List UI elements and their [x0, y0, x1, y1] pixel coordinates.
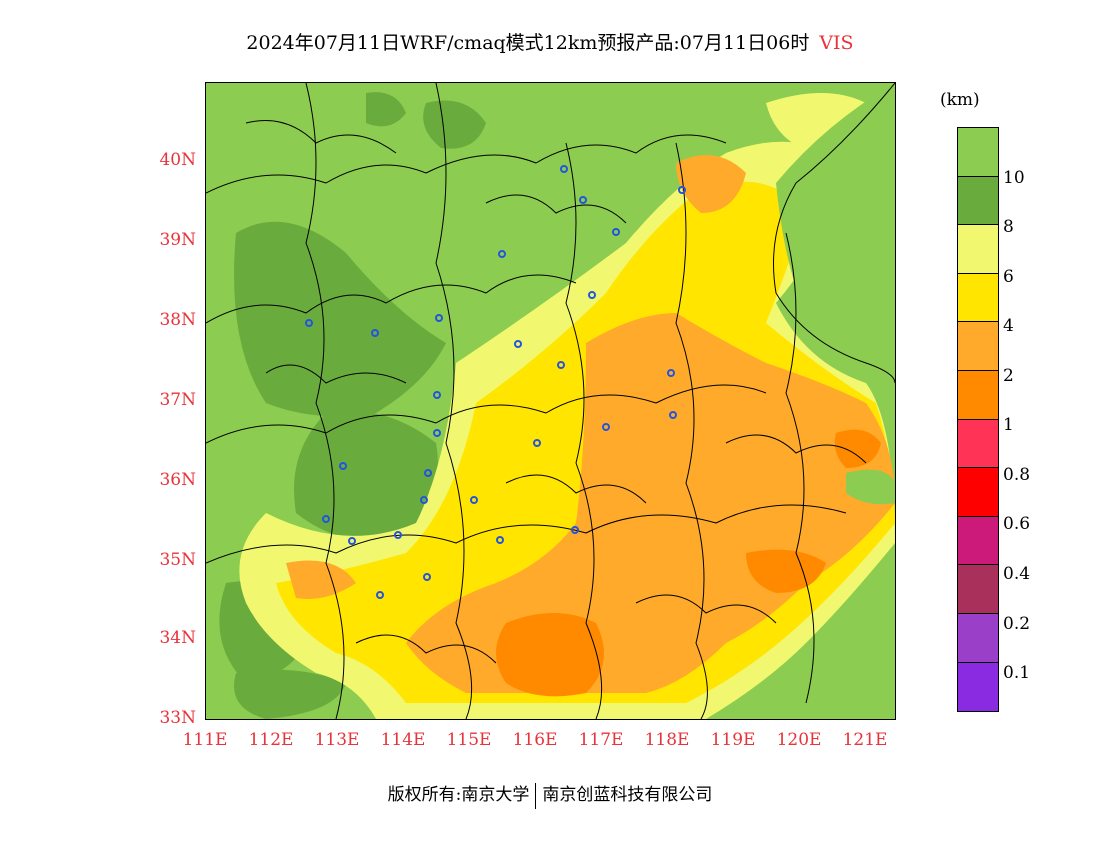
station-marker[interactable]: [667, 369, 675, 377]
title-text: 2024年07月11日WRF/cmaq模式12km预报产品:07月11日06时: [246, 32, 810, 54]
copyright-text: 版权所有:南京大学: [387, 785, 530, 805]
city-station-markers: [305, 165, 686, 599]
station-marker[interactable]: [612, 228, 620, 236]
lon-label-114e: 114E: [380, 730, 426, 750]
station-marker[interactable]: [394, 531, 402, 539]
lat-label-38n: 38N: [159, 310, 196, 330]
station-marker[interactable]: [514, 340, 522, 348]
lon-label-120e: 120E: [776, 730, 822, 750]
forecast-map[interactable]: [205, 82, 896, 720]
legend-tick-10: 10: [1003, 168, 1025, 188]
region-vis-8-10: [219, 92, 756, 719]
lon-label-115e: 115E: [446, 730, 492, 750]
legend-swatch: [958, 613, 998, 663]
region-vis-2-4: [286, 155, 895, 693]
station-marker[interactable]: [435, 314, 443, 322]
legend-tick-6: 6: [1003, 267, 1014, 287]
lon-label-116e: 116E: [512, 730, 558, 750]
legend-swatch: [958, 662, 998, 712]
station-marker[interactable]: [560, 165, 568, 173]
station-marker[interactable]: [423, 573, 431, 581]
station-marker[interactable]: [305, 319, 313, 327]
station-marker[interactable]: [371, 329, 379, 337]
station-marker[interactable]: [376, 591, 384, 599]
legend-tick-1: 1: [1003, 415, 1014, 435]
legend-swatch: [958, 128, 998, 177]
lon-label-119e: 119E: [710, 730, 756, 750]
station-marker[interactable]: [602, 423, 610, 431]
legend-tick-0-8: 0.8: [1003, 465, 1031, 485]
station-marker[interactable]: [424, 469, 432, 477]
station-marker[interactable]: [496, 536, 504, 544]
legend-unit: (km): [940, 90, 980, 110]
lat-label-40n: 40N: [159, 150, 196, 170]
legend-swatch: [958, 176, 998, 226]
legend-tick-2: 2: [1003, 366, 1014, 386]
visibility-field: [206, 83, 895, 719]
legend-swatch: [958, 370, 998, 420]
lat-label-33n: 33N: [159, 708, 196, 728]
variable-label: VIS: [819, 32, 854, 54]
province-boundaries: [206, 83, 867, 719]
lon-label-111e: 111E: [182, 730, 228, 750]
lat-label-39n: 39N: [159, 230, 196, 250]
company-name: 南京创蓝科技有限公司: [542, 785, 713, 805]
station-marker[interactable]: [533, 439, 541, 447]
station-marker[interactable]: [678, 186, 686, 194]
station-marker[interactable]: [557, 361, 565, 369]
legend-swatch: [958, 419, 998, 469]
station-marker[interactable]: [588, 291, 596, 299]
lon-label-112e: 112E: [248, 730, 294, 750]
legend-tick-0-2: 0.2: [1003, 614, 1031, 634]
station-marker[interactable]: [579, 196, 587, 204]
legend-tick-0-4: 0.4: [1003, 564, 1031, 584]
lat-label-37n: 37N: [159, 390, 196, 410]
legend-swatch: [958, 225, 998, 274]
lon-label-121e: 121E: [842, 730, 888, 750]
legend-tick-0-1: 0.1: [1003, 663, 1031, 683]
station-marker[interactable]: [571, 526, 579, 534]
lat-label-36n: 36N: [159, 470, 196, 490]
legend-tick-4: 4: [1003, 316, 1014, 336]
legend-swatch: [958, 322, 998, 371]
region-sea-clear: [776, 83, 895, 719]
station-marker[interactable]: [339, 462, 347, 470]
legend-swatch: [958, 468, 998, 517]
legend-tick-0-6: 0.6: [1003, 514, 1031, 534]
legend-swatch: [958, 565, 998, 614]
copyright-footer: 版权所有:南京大学 南京创蓝科技有限公司: [0, 780, 1100, 809]
lon-label-117e: 117E: [578, 730, 624, 750]
coastline: [773, 83, 895, 384]
map-title: 2024年07月11日WRF/cmaq模式12km预报产品:07月11日06时 V…: [0, 28, 1100, 55]
station-marker[interactable]: [498, 250, 506, 258]
station-marker[interactable]: [322, 515, 330, 523]
lon-label-118e: 118E: [644, 730, 690, 750]
lat-label-34n: 34N: [159, 628, 196, 648]
station-marker[interactable]: [348, 537, 356, 545]
station-marker[interactable]: [433, 429, 441, 437]
station-marker[interactable]: [669, 411, 677, 419]
legend-swatch: [958, 516, 998, 566]
footer-divider: [535, 782, 537, 809]
station-marker[interactable]: [433, 391, 441, 399]
legend-colorbar: [957, 127, 999, 713]
legend-tick-8: 8: [1003, 217, 1014, 237]
lat-label-35n: 35N: [159, 550, 196, 570]
station-marker[interactable]: [420, 496, 428, 504]
legend-swatch: [958, 273, 998, 323]
station-marker[interactable]: [470, 496, 478, 504]
lon-label-113e: 113E: [314, 730, 360, 750]
